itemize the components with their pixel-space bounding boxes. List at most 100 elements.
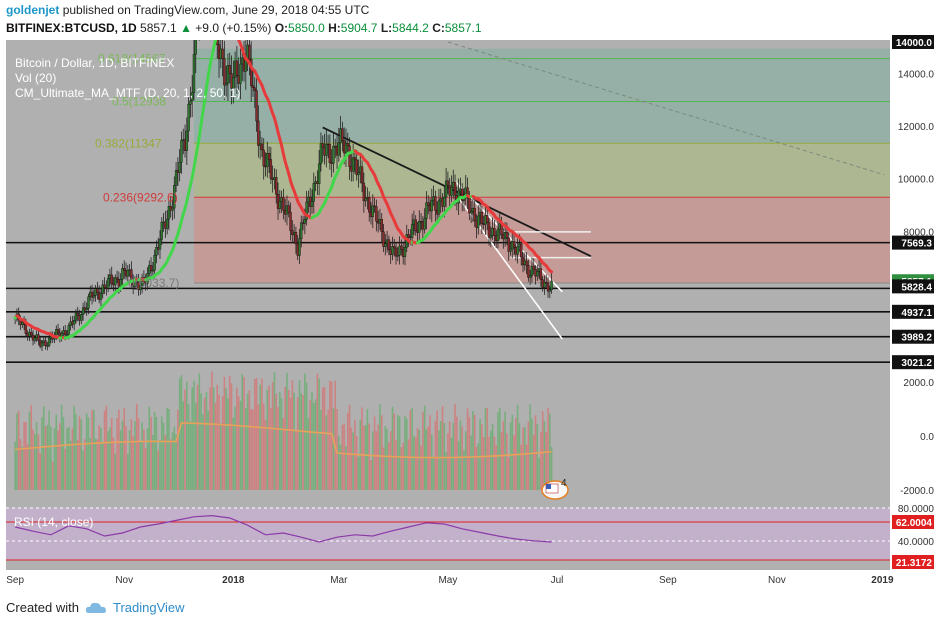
volume-bar [246,393,249,490]
volume-bar [148,406,151,490]
volume-bar [498,407,501,490]
candle-body [403,247,407,257]
candle-body [149,265,153,272]
volume-bar [296,397,299,490]
volume-bar [355,435,358,490]
volume-bar [509,422,512,490]
candle-body [40,341,44,347]
candle-body [430,200,434,212]
volume-bar [177,409,179,490]
volume-bar [287,389,290,490]
volume-bar [105,405,108,490]
candle-body [46,345,49,347]
volume-bar [382,447,385,490]
time-tick-label: Nov [115,575,133,586]
volume-bar [346,412,349,490]
candle-body [512,240,516,248]
volume-bar [459,420,462,490]
volume-bar [343,423,345,490]
volume-bar [463,450,465,490]
candle-body [396,255,400,257]
candle-body [351,157,355,172]
legend-rsi: RSI (14, close) [14,515,93,529]
candle-body [200,0,202,11]
volume-bar [338,435,340,490]
volume-bar [298,380,301,490]
candle-body [294,232,298,245]
level-tag-bg [892,355,934,370]
candle-body [92,295,96,298]
author-name[interactable]: goldenjet [6,3,60,17]
candle-body [167,206,171,220]
candle-body [255,90,258,122]
volume-bar [527,421,530,490]
candle-body [232,76,235,89]
ma-segment [197,122,203,139]
volume-bar [228,376,231,490]
ma-segment [226,20,228,21]
candle-body [434,196,437,211]
volume-bar [164,435,167,490]
volume-bar [230,383,233,490]
candle-body [216,40,219,45]
candle-body [72,320,76,325]
volume-bar [454,403,456,490]
candle-body [380,219,383,232]
volume-bar [507,457,510,490]
dashed-trendline[interactable] [447,41,885,176]
legend-volume: Vol (20) [15,71,56,85]
volume-bar [270,407,272,490]
volume-bar [64,448,67,490]
volume-bar [166,407,168,490]
level-tag: 7569.3 [901,239,932,250]
fib-zone-green [193,48,890,144]
candle-body [414,219,417,232]
volume-bar [139,441,142,490]
volume-bar [67,427,70,490]
volume-bar [384,426,387,490]
volume-bar [155,417,158,490]
price-axis[interactable]: 14000.0 12000.0 10000.0 8000.0 14000.0 7569.3… [890,35,947,570]
volume-bar [398,416,401,490]
time-tick-label: Sep [659,575,677,586]
rsi-tick-label: 80.0000 [898,504,935,515]
ma-segment [224,21,226,22]
volume-bar [221,396,224,490]
fib-level-label: 0(6033.7) [128,276,179,290]
volume-bar [55,414,58,490]
volume-bar [277,406,279,490]
ma-segment [199,110,205,126]
time-axis[interactable]: Sep Nov 2018 Mar May Jul Sep Nov 2019 [6,570,947,588]
volume-bar [416,428,419,490]
ma-segment [230,21,232,24]
created-with-label: Created with [6,600,79,615]
candle-body [391,246,394,255]
time-tick-label: 2019 [871,575,894,586]
volume-bar [211,371,213,490]
us-flag-event-badge[interactable]: 4 [541,478,569,500]
volume-bar [488,436,490,490]
candle-body [332,145,335,164]
volume-bar [386,429,388,490]
ma-segment [204,73,210,90]
volume-bar [395,439,397,490]
volume-bar [205,392,208,490]
candle-body [317,163,321,184]
tradingview-brand[interactable]: TradingView [112,600,185,615]
candle-body [450,187,453,196]
volume-bar [209,387,211,490]
volume-bar [441,406,444,490]
fib-zone-olive [193,143,890,198]
volume-bar [506,433,508,490]
volume-bar [345,446,347,490]
last-price: 5857.1 [140,21,177,35]
candle-body [47,337,51,346]
candle-body [418,221,421,233]
volume-bar [491,423,494,490]
candle-body [543,282,546,288]
volume-bar [193,380,195,490]
volume-bar [490,430,492,490]
volume-bar [194,402,197,490]
volume-bar [237,396,240,490]
